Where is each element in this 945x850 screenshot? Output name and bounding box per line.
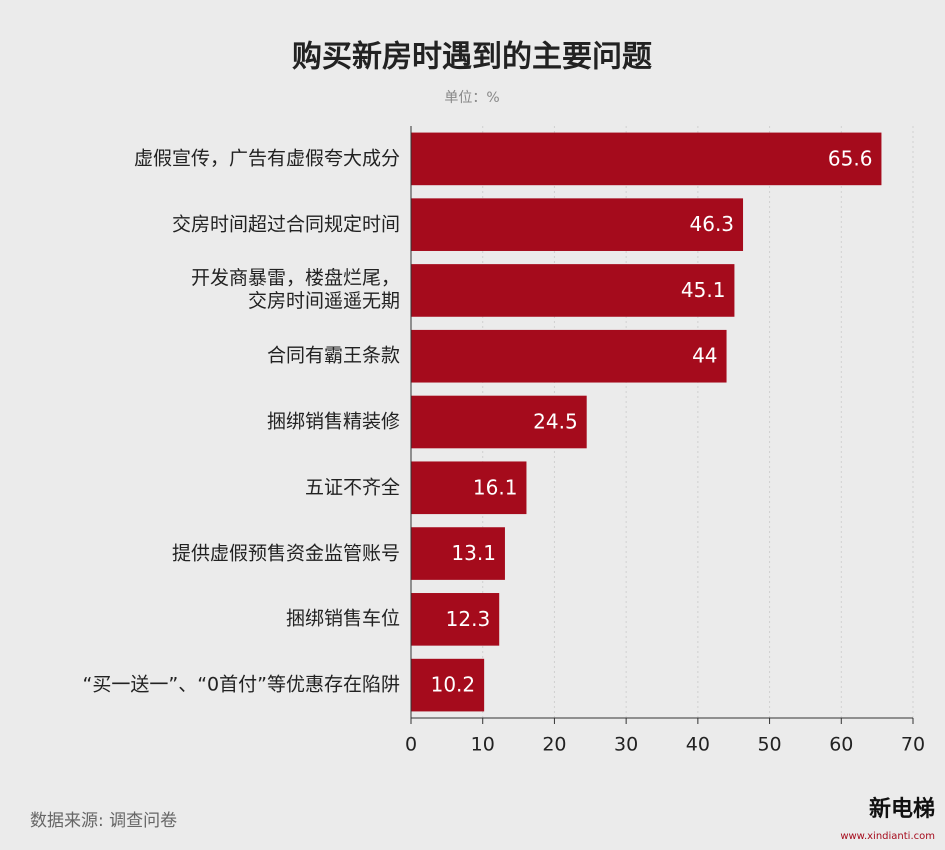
- bar: [411, 264, 735, 317]
- x-tick-label: 40: [686, 734, 710, 756]
- value-label: 45.1: [681, 278, 726, 302]
- category-label: “买一送一”、“0首付”等优惠存在陷阱: [82, 673, 400, 696]
- value-label: 12.3: [446, 607, 491, 631]
- x-tick-label: 50: [757, 734, 781, 756]
- x-tick-label: 10: [471, 734, 495, 756]
- value-label: 65.6: [828, 146, 873, 170]
- value-label: 16.1: [473, 475, 518, 499]
- value-label: 13.1: [451, 541, 496, 565]
- bar: [411, 198, 744, 251]
- chart-title: 购买新房时遇到的主要问题: [292, 40, 652, 75]
- x-tick-label: 60: [829, 734, 853, 756]
- category-label: 合同有霸王条款: [266, 344, 400, 367]
- x-tick-label: 20: [542, 734, 566, 756]
- bar: [411, 658, 485, 712]
- category-label: 交房时间超过合同规定时间: [171, 213, 400, 236]
- x-tick-label: 0: [405, 734, 417, 756]
- value-label: 10.2: [431, 673, 476, 697]
- bar: [411, 527, 505, 580]
- x-tick-label: 30: [614, 734, 638, 756]
- logo-url: www.xindianti.com: [840, 831, 935, 842]
- value-label: 46.3: [690, 212, 735, 236]
- chart-subtitle: 单位：%: [444, 90, 499, 106]
- category-label: 开发商暴雷，楼盘烂尾， 交房时间遥遥无期: [190, 267, 400, 313]
- category-label: 虚假宣传，广告有虚假夸大成分: [133, 147, 400, 170]
- bar: [411, 395, 587, 449]
- value-label: 44: [692, 344, 717, 368]
- bar: [411, 461, 527, 515]
- category-label: 捆绑销售车位: [285, 607, 400, 630]
- logo-name: 新电梯: [869, 796, 935, 822]
- category-label: 捆绑销售精装修: [266, 410, 400, 433]
- bar: [411, 593, 500, 646]
- value-label: 24.5: [533, 410, 578, 434]
- source: 数据来源: 调查问卷: [30, 811, 177, 831]
- bar: [411, 132, 882, 186]
- x-tick-label: 70: [901, 734, 925, 756]
- bar: [411, 329, 727, 383]
- category-label: 提供虚假预售资金监管账号: [171, 542, 400, 565]
- category-label: 五证不齐全: [304, 476, 400, 499]
